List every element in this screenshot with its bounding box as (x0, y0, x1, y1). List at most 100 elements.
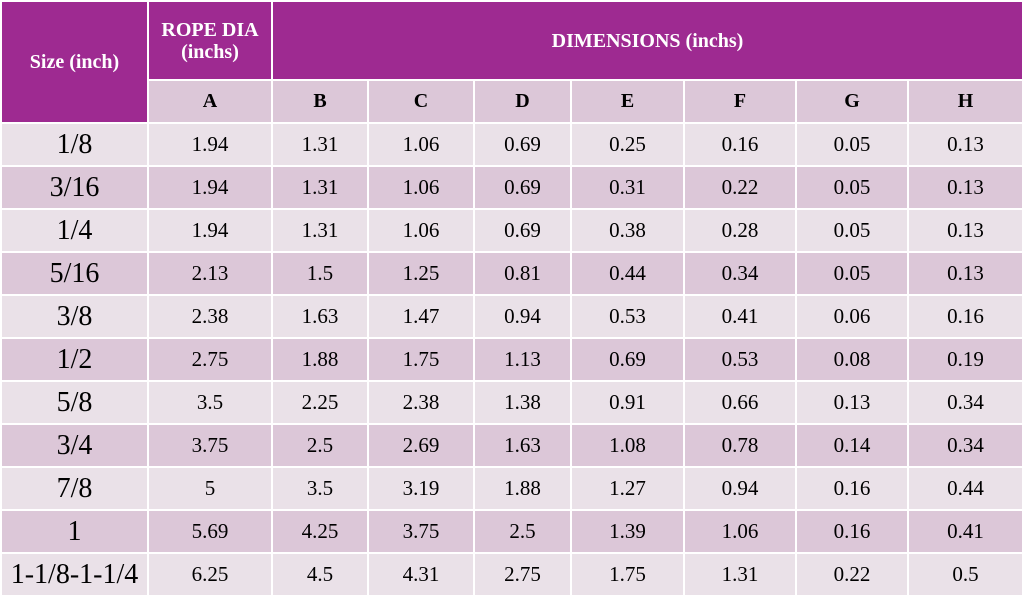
value-cell-f: 0.66 (683, 380, 797, 425)
value-cell-d: 1.38 (473, 380, 572, 425)
value-cell-f: 1.06 (683, 509, 797, 554)
value-cell-b: 1.31 (271, 208, 369, 253)
value-cell-f: 0.16 (683, 122, 797, 167)
value-cell-e: 0.69 (570, 337, 685, 382)
value-cell-d: 2.75 (473, 552, 572, 597)
value-cell-e: 0.38 (570, 208, 685, 253)
subheader-row: A B C D E F G H (1, 79, 1024, 124)
column-header-a: A (147, 79, 273, 124)
value-cell-e: 0.25 (570, 122, 685, 167)
value-cell-f: 0.78 (683, 423, 797, 468)
column-header-g: G (795, 79, 909, 124)
value-cell-h: 0.5 (907, 552, 1024, 597)
table-row: 1/8 1.94 1.31 1.06 0.69 0.25 0.16 0.05 0.13 (0, 122, 1024, 167)
value-cell-c: 1.47 (367, 294, 475, 339)
value-cell-h: 0.13 (907, 251, 1024, 296)
table-row: 1/4 1.94 1.31 1.06 0.69 0.38 0.28 0.05 0.13 (0, 208, 1024, 253)
value-cell-h: 0.19 (907, 337, 1024, 382)
table-body: 1/8 1.94 1.31 1.06 0.69 0.25 0.16 0.05 0.13 3/16 1… (0, 122, 1024, 597)
value-cell-f: 0.41 (683, 294, 797, 339)
value-cell-e: 1.39 (570, 509, 685, 554)
table-row: 1/2 2.75 1.88 1.75 1.13 0.69 0.53 0.08 0.19 (0, 337, 1024, 382)
value-cell-c: 2.38 (367, 380, 475, 425)
value-cell-g: 0.22 (795, 552, 909, 597)
value-cell-e: 1.75 (570, 552, 685, 597)
value-cell-c: 1.06 (367, 208, 475, 253)
column-header-d: D (473, 79, 572, 124)
value-cell-d: 1.88 (473, 466, 572, 511)
value-cell-c: 1.06 (367, 165, 475, 210)
value-cell-e: 1.27 (570, 466, 685, 511)
size-cell: 3/16 (0, 165, 149, 210)
column-header-c: C (367, 79, 475, 124)
value-cell-h: 0.13 (907, 122, 1024, 167)
size-cell: 1/2 (0, 337, 149, 382)
value-cell-b: 4.5 (271, 552, 369, 597)
size-cell: 7/8 (0, 466, 149, 511)
value-cell-e: 1.08 (570, 423, 685, 468)
size-cell: 5/8 (0, 380, 149, 425)
value-cell-d: 0.94 (473, 294, 572, 339)
value-cell-b: 1.31 (271, 165, 369, 210)
dimensions-header: DIMENSIONS (inchs) (271, 0, 1024, 81)
value-cell-g: 0.05 (795, 208, 909, 253)
value-cell-g: 0.14 (795, 423, 909, 468)
value-cell-c: 4.31 (367, 552, 475, 597)
size-cell: 3/8 (0, 294, 149, 339)
value-cell-f: 0.22 (683, 165, 797, 210)
value-cell-e: 0.31 (570, 165, 685, 210)
value-cell-b: 3.5 (271, 466, 369, 511)
value-cell-f: 0.34 (683, 251, 797, 296)
table-row: 3/4 3.75 2.5 2.69 1.63 1.08 0.78 0.14 0.34 (0, 423, 1024, 468)
value-cell-b: 1.31 (271, 122, 369, 167)
value-cell-d: 0.81 (473, 251, 572, 296)
value-cell-d: 0.69 (473, 122, 572, 167)
dimensions-table-container: Size (inch) ROPE DIA (inchs) DIMENSIONS … (0, 0, 1024, 597)
value-cell-c: 3.75 (367, 509, 475, 554)
value-cell-d: 2.5 (473, 509, 572, 554)
value-cell-f: 1.31 (683, 552, 797, 597)
value-cell-f: 0.53 (683, 337, 797, 382)
value-cell-a: 1.94 (147, 122, 273, 167)
value-cell-c: 1.75 (367, 337, 475, 382)
table-row: 1-1/8-1-1/4 6.25 4.5 4.31 2.75 1.75 1.31 0.22 0.… (0, 552, 1024, 597)
value-cell-a: 1.94 (147, 208, 273, 253)
size-cell: 1-1/8-1-1/4 (0, 552, 149, 597)
header-row: Size (inch) ROPE DIA (inchs) DIMENSIONS … (0, 0, 1024, 124)
value-cell-e: 0.91 (570, 380, 685, 425)
column-header-e: E (570, 79, 685, 124)
table-row: 1 5.69 4.25 3.75 2.5 1.39 1.06 0.16 0.41 (0, 509, 1024, 554)
value-cell-e: 0.53 (570, 294, 685, 339)
value-cell-a: 5.69 (147, 509, 273, 554)
value-cell-a: 3.75 (147, 423, 273, 468)
value-cell-c: 2.69 (367, 423, 475, 468)
value-cell-d: 0.69 (473, 208, 572, 253)
value-cell-g: 0.05 (795, 165, 909, 210)
value-cell-a: 1.94 (147, 165, 273, 210)
value-cell-h: 0.34 (907, 380, 1024, 425)
value-cell-c: 1.25 (367, 251, 475, 296)
value-cell-h: 0.41 (907, 509, 1024, 554)
value-cell-g: 0.13 (795, 380, 909, 425)
value-cell-f: 0.28 (683, 208, 797, 253)
table-row: 7/8 5 3.5 3.19 1.88 1.27 0.94 0.16 0.44 (0, 466, 1024, 511)
value-cell-g: 0.05 (795, 251, 909, 296)
value-cell-a: 6.25 (147, 552, 273, 597)
value-cell-g: 0.06 (795, 294, 909, 339)
value-cell-d: 0.69 (473, 165, 572, 210)
value-cell-h: 0.34 (907, 423, 1024, 468)
value-cell-a: 2.38 (147, 294, 273, 339)
table-row: 3/8 2.38 1.63 1.47 0.94 0.53 0.41 0.06 0.16 (0, 294, 1024, 339)
size-cell: 1/4 (0, 208, 149, 253)
value-cell-b: 2.25 (271, 380, 369, 425)
value-cell-g: 0.08 (795, 337, 909, 382)
dimensions-table: Size (inch) ROPE DIA (inchs) DIMENSIONS … (0, 0, 1024, 597)
value-cell-e: 0.44 (570, 251, 685, 296)
value-cell-b: 2.5 (271, 423, 369, 468)
size-cell: 1 (0, 509, 149, 554)
size-cell: 5/16 (0, 251, 149, 296)
column-header-h: H (907, 79, 1024, 124)
value-cell-a: 2.13 (147, 251, 273, 296)
value-cell-g: 0.05 (795, 122, 909, 167)
value-cell-b: 1.5 (271, 251, 369, 296)
